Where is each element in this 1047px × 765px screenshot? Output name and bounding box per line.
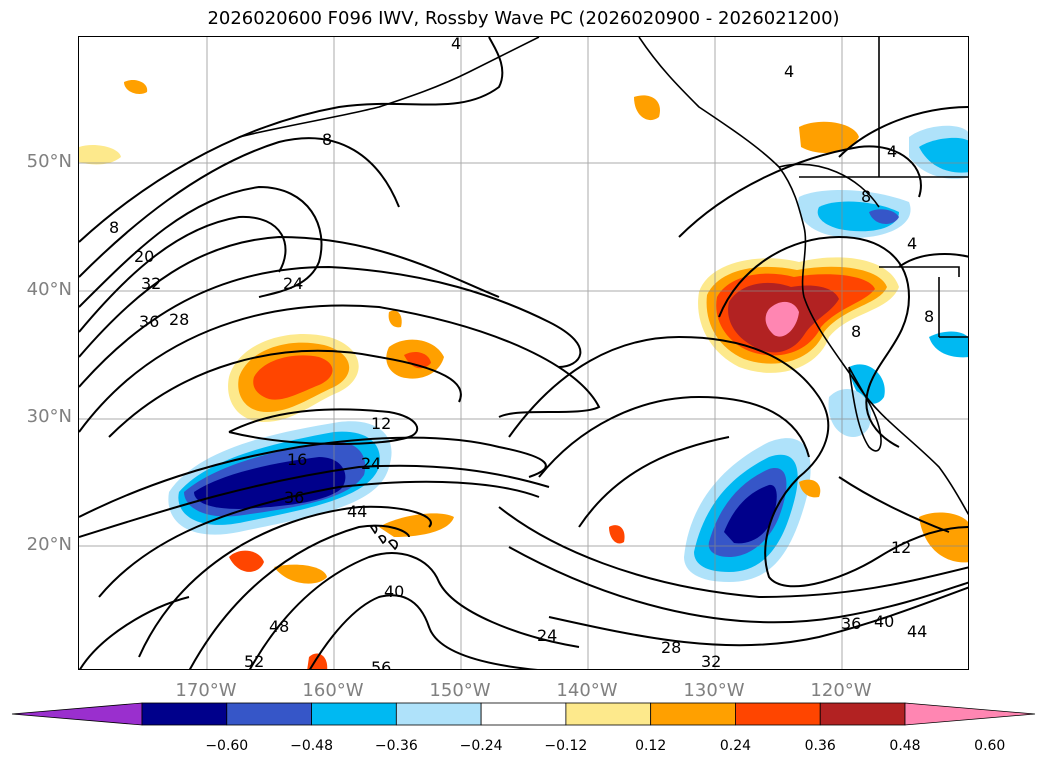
colorbar-tick-label: 0.12	[635, 738, 667, 754]
lon-label-120w: 120°W	[810, 680, 872, 701]
lat-label-20n: 20°N	[26, 534, 72, 555]
colorbar-tick-label: 0.24	[719, 738, 752, 754]
map-canvas: 4 4 4 4 8 8 8 8 8 20 32 36 28 24 12 16 2…	[79, 37, 968, 670]
svg-text:28: 28	[661, 638, 681, 657]
colorbar-tick-label: −0.48	[290, 738, 333, 754]
svg-text:12: 12	[891, 538, 911, 557]
svg-text:40: 40	[384, 582, 404, 601]
svg-text:36: 36	[841, 614, 861, 633]
colorbar-tick-label: 0.48	[889, 738, 921, 754]
lon-label-150w: 150°W	[429, 680, 491, 701]
svg-text:40: 40	[874, 612, 894, 631]
svg-text:36: 36	[139, 312, 159, 331]
map-panel: 4 4 4 4 8 8 8 8 8 20 32 36 28 24 12 16 2…	[78, 36, 969, 670]
colorbar-tick-label: 0.36	[804, 738, 836, 754]
svg-text:8: 8	[322, 130, 332, 149]
lon-label-160w: 160°W	[302, 680, 364, 701]
svg-text:4: 4	[887, 142, 897, 161]
svg-text:48: 48	[269, 617, 289, 636]
contour-labels: 4 4 4 4 8 8 8 8 8 20 32 36 28 24 12 16 2…	[109, 37, 934, 670]
lon-label-140w: 140°W	[556, 680, 618, 701]
svg-text:24: 24	[361, 454, 381, 473]
svg-text:52: 52	[244, 652, 264, 670]
colorbar-tick-label: 0.60	[974, 738, 1006, 754]
colorbar-segment	[819, 702, 906, 726]
svg-text:44: 44	[347, 502, 367, 521]
colorbar-segment	[141, 702, 228, 726]
coastlines	[238, 37, 968, 551]
svg-text:12: 12	[371, 414, 391, 433]
colorbar-tick-label: −0.60	[205, 738, 249, 754]
lon-label-170w: 170°W	[175, 680, 237, 701]
svg-text:4: 4	[784, 62, 794, 81]
svg-text:32: 32	[141, 274, 161, 293]
svg-text:8: 8	[851, 322, 861, 341]
svg-text:4: 4	[451, 37, 461, 53]
colorbar-extend-high	[904, 702, 1036, 726]
svg-text:56: 56	[371, 658, 391, 670]
svg-text:24: 24	[283, 274, 303, 293]
svg-text:28: 28	[169, 310, 189, 329]
colorbar-segment	[650, 702, 736, 726]
colorbar-tick-label: −0.12	[544, 738, 588, 754]
svg-text:16: 16	[287, 450, 307, 469]
iwv-contours	[79, 37, 968, 669]
colorbar	[11, 702, 1036, 726]
svg-text:36: 36	[284, 488, 304, 507]
lat-label-30n: 30°N	[26, 406, 72, 427]
colorbar-tick-label: −0.36	[374, 738, 418, 754]
svg-text:20: 20	[134, 247, 154, 266]
colorbar-segment	[565, 702, 652, 726]
svg-text:8: 8	[109, 218, 119, 237]
colorbar-segment	[735, 702, 821, 726]
colorbar-tick-label: −0.24	[459, 738, 503, 754]
colorbar-segment	[480, 702, 567, 726]
svg-text:8: 8	[924, 307, 934, 326]
colorbar-segment	[311, 702, 397, 726]
colorbar-segment	[395, 702, 482, 726]
lat-label-40n: 40°N	[26, 279, 72, 300]
svg-text:8: 8	[861, 187, 871, 206]
lat-label-50n: 50°N	[26, 151, 72, 172]
map-title: 2026020600 F096 IWV, Rossby Wave PC (202…	[207, 8, 840, 29]
svg-text:4: 4	[907, 234, 917, 253]
shading-layer	[79, 80, 968, 669]
svg-text:32: 32	[701, 652, 721, 670]
svg-text:24: 24	[537, 626, 557, 645]
colorbar-extend-low	[11, 702, 143, 726]
lon-label-130w: 130°W	[683, 680, 745, 701]
colorbar-segment	[226, 702, 312, 726]
svg-text:44: 44	[907, 622, 927, 641]
